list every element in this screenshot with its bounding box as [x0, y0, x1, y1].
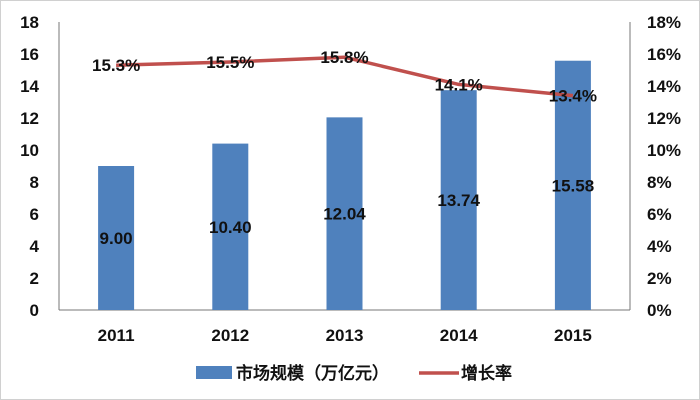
right-tick-label: 0% — [647, 301, 672, 320]
line-data-label: 15.5% — [206, 53, 254, 72]
bar — [98, 166, 135, 310]
legend-bar-swatch — [196, 366, 232, 379]
x-tick-label: 2015 — [554, 326, 592, 345]
legend-line-label: 增长率 — [461, 363, 512, 383]
right-tick-label: 8% — [647, 173, 672, 192]
bar-data-label: 12.04 — [323, 205, 366, 224]
x-tick-label: 2014 — [440, 326, 478, 345]
bar — [440, 90, 477, 310]
left-tick-label: 2 — [30, 269, 39, 288]
right-tick-label: 10% — [647, 141, 681, 160]
bar-data-label: 15.58 — [552, 176, 595, 195]
line-data-label: 15.8% — [320, 48, 368, 67]
left-tick-label: 4 — [30, 237, 40, 256]
right-tick-label: 18% — [647, 13, 681, 32]
bar — [212, 143, 249, 310]
left-tick-label: 0 — [30, 301, 39, 320]
bar-data-label: 13.74 — [437, 191, 480, 210]
line-data-label: 15.3% — [92, 56, 140, 75]
line-data-label: 13.4% — [549, 87, 597, 106]
right-tick-label: 4% — [647, 237, 672, 256]
bar-data-label: 10.40 — [209, 218, 252, 237]
bar — [554, 60, 591, 310]
x-tick-label: 2012 — [211, 326, 249, 345]
bar — [326, 117, 363, 310]
right-tick-label: 14% — [647, 77, 681, 96]
legend: 市场规模（万亿元） 增长率 — [196, 363, 512, 383]
right-tick-label: 16% — [647, 45, 681, 64]
left-tick-label: 8 — [30, 173, 39, 192]
left-tick-label: 6 — [30, 205, 39, 224]
left-tick-label: 18 — [20, 13, 39, 32]
right-tick-label: 6% — [647, 205, 672, 224]
x-tick-label: 2011 — [98, 326, 135, 345]
legend-bar-label: 市场规模（万亿元） — [236, 363, 389, 383]
right-tick-label: 2% — [647, 269, 672, 288]
bar-data-label: 9.00 — [100, 229, 133, 248]
x-tick-label: 2013 — [326, 326, 364, 345]
left-tick-label: 12 — [20, 109, 39, 128]
left-tick-label: 14 — [20, 77, 39, 96]
left-tick-label: 16 — [20, 45, 39, 64]
right-tick-label: 12% — [647, 109, 681, 128]
left-tick-label: 10 — [20, 141, 39, 160]
line-data-label: 14.1% — [435, 75, 483, 94]
